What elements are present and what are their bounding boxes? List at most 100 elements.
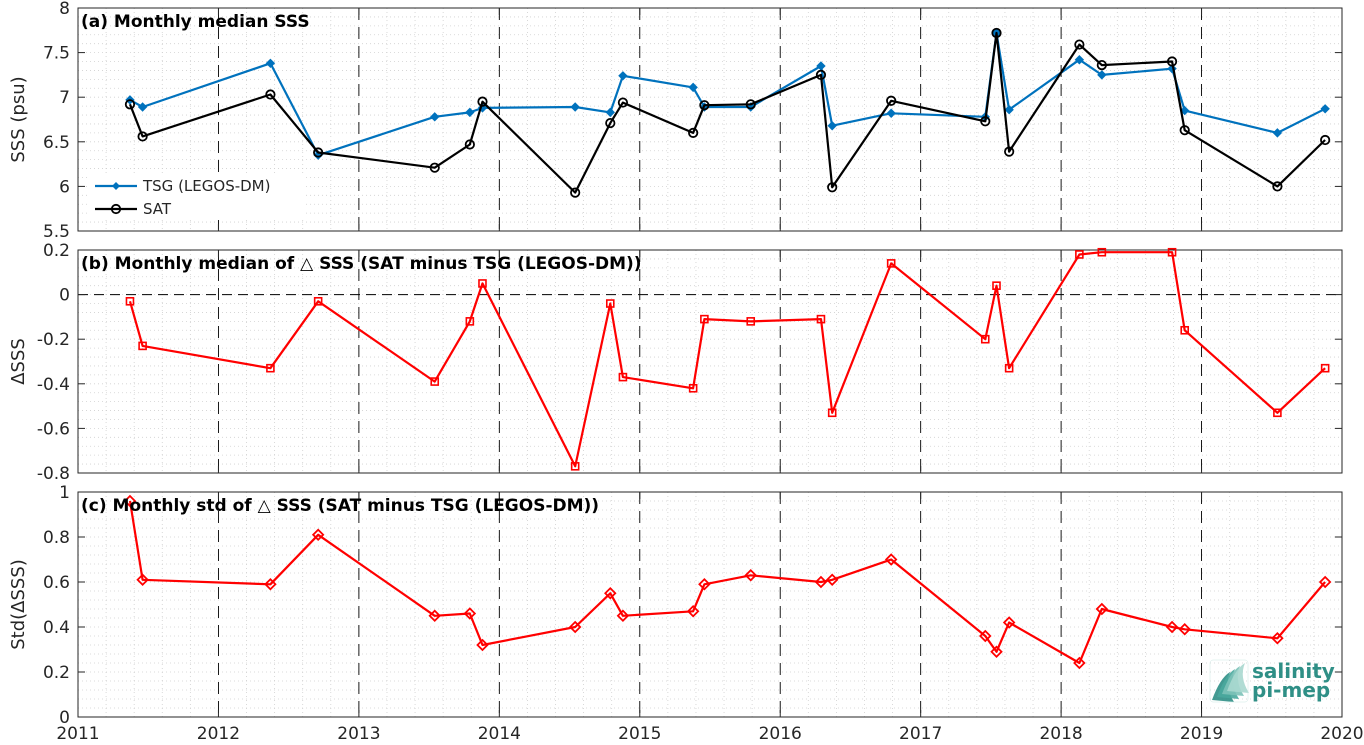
data-point [266,363,275,373]
y-tick-label: 0.6 [43,573,70,593]
data-point [1320,104,1330,114]
data-point [688,127,699,138]
data-point [430,377,440,386]
data-point [465,317,475,326]
data-point [568,620,582,634]
data-point [618,372,628,382]
y-tick-label: -0.2 [37,330,70,350]
y-axis-label-c: Std(ΔSSS) [8,559,29,650]
data-point [1096,59,1107,71]
legend: TSG (LEGOS-DM) SAT [90,174,305,220]
data-point [978,629,992,643]
data-point [1272,128,1283,138]
data-point [311,528,325,542]
legend-label-sat: SAT [143,200,172,218]
data-point [570,102,580,112]
axes-box-c [77,491,1343,718]
data-point [686,604,700,618]
year-lines-b [217,250,1203,473]
data-point [605,117,616,129]
data-point [827,182,838,193]
data-point [477,96,488,107]
data-point [137,131,148,142]
y-tick-label: 6.5 [43,133,70,153]
data-point [430,112,440,122]
data-point [465,107,475,118]
legend-label-tsg: TSG (LEGOS-DM) [142,177,270,195]
data-point [1097,247,1107,257]
data-point [1074,39,1085,50]
data-point [313,147,324,158]
data-point [1095,602,1109,616]
data-point [980,334,990,344]
series-line [129,31,1326,157]
data-point [1073,656,1086,670]
data-point [744,568,758,582]
y-ticks-b: -0.8 -0.6 -0.4 -0.2 0 0.2 [37,241,1343,484]
panel-title-a: (a) Monthly median SSS [81,12,310,32]
data-point [990,645,1003,659]
x-tick-label: 2019 [1180,724,1223,744]
data-point [476,638,489,652]
x-tick-label: 2013 [337,724,380,744]
data-point [1004,104,1014,115]
axes-box-a [77,7,1343,232]
data-point [428,609,442,623]
series-line [128,251,1326,468]
data-point [1075,250,1084,259]
data-point [1074,55,1085,65]
data-point [825,573,839,587]
y-tick-label: 0.2 [43,663,70,683]
data-point [699,100,710,111]
y-tick-label: 0.4 [43,618,70,638]
data-point [992,281,1001,290]
y-ticks-a: 5.5 6 6.5 7 7.5 8 [43,0,1343,242]
data-point [1165,620,1179,634]
data-point [827,408,837,418]
data-point [746,317,756,326]
data-point [1167,247,1177,257]
year-lines-c [217,492,1203,717]
x-tick-label: 2015 [618,724,661,744]
legend-item-sat: SAT [95,200,172,218]
data-point [1004,146,1015,157]
data-point [700,314,709,324]
data-point [1166,56,1178,67]
legend-marker [112,182,120,190]
data-point [688,383,698,393]
data-point [618,71,628,81]
data-point [570,462,580,471]
x-tick-label: 2018 [1039,724,1082,744]
data-point [884,553,898,566]
series-a [124,27,1331,198]
x-tick-label: 2011 [56,724,99,744]
legend-box [90,174,305,220]
data-point [136,573,149,587]
y-tick-label: 0 [59,286,70,306]
data-point [313,296,323,306]
axes-box-b [77,249,1343,474]
y-tick-label: 7 [59,88,70,108]
y-tick-label: 0 [59,708,70,728]
panel-a: 5.5 6 6.5 7 7.5 8 (a) Monthly median SSS SSS … [8,0,1343,242]
data-point [1179,105,1190,116]
data-point [745,99,756,110]
x-tick-label: 2017 [899,724,942,744]
salinity-pi-mep-logo: salinity pi-mep [1209,659,1335,703]
data-point [1002,616,1016,629]
data-point [815,69,827,81]
data-point [463,607,477,620]
x-tick-label: 2014 [478,724,521,744]
data-point [137,102,148,112]
data-point [604,586,617,600]
data-point [980,116,991,127]
data-point [617,97,629,108]
x-ticks: 2011 2012 2013 2014 2015 2016 2017 2018 2019 2020 [56,724,1363,744]
data-point [1273,408,1282,418]
logo-line-1: salinity [1252,659,1335,683]
panel-title-c: (c) Monthly std of △ SSS (SAT minus TSG … [81,496,599,516]
x-tick-label: 2016 [759,724,802,744]
data-point [886,95,897,106]
y-axis-label-b: ΔSSS [8,338,29,385]
